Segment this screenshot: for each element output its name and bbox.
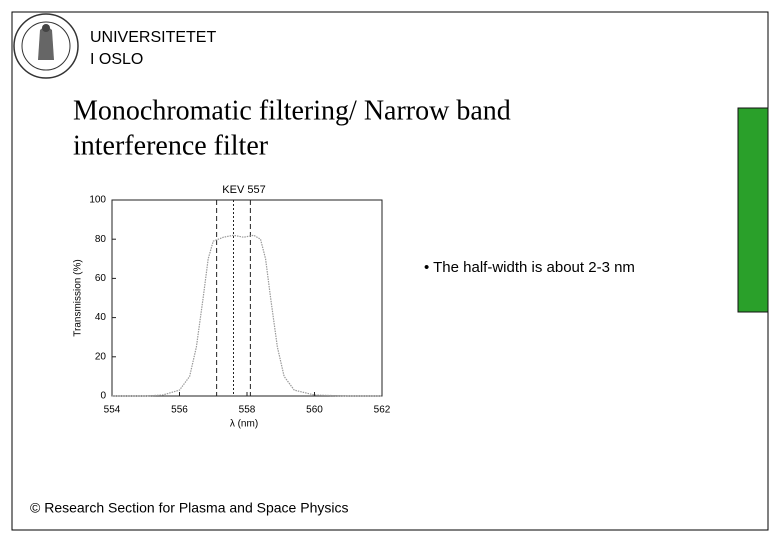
institution: I OSLO <box>90 51 143 68</box>
y-tick-label: 0 <box>100 391 106 402</box>
x-axis-label: λ (nm) <box>230 419 258 430</box>
data-line <box>112 234 382 397</box>
slide-title: Monochromatic filtering/ Narrow band <box>73 95 511 126</box>
institution: UNIVERSITETET <box>90 29 216 46</box>
y-axis-label: Transmission (%) <box>73 259 84 336</box>
accent-bar <box>737 107 769 313</box>
bullet: • The half-width is about 2-3 nm <box>424 259 635 276</box>
y-tick-label: 20 <box>95 351 107 362</box>
y-tick-label: 80 <box>95 234 107 245</box>
slide-border <box>11 11 769 531</box>
y-tick-label: 100 <box>89 195 106 206</box>
chart: KEV 557 λ (nm) Transmission (%) 0 20 40 60 8… <box>73 184 391 430</box>
y-tick-label: 40 <box>95 312 107 323</box>
slide-title: interference filter <box>73 130 269 161</box>
x-tick-label: 556 <box>171 405 188 416</box>
chart-title: KEV 557 <box>222 184 265 196</box>
footer: © Research Section for Plasma and Space … <box>30 500 348 516</box>
x-tick-label: 558 <box>239 405 256 416</box>
x-tick-label: 562 <box>374 405 391 416</box>
y-tick-label: 60 <box>95 273 107 284</box>
x-tick-label: 554 <box>104 405 121 416</box>
logo <box>13 13 79 79</box>
x-tick-label: 560 <box>306 405 323 416</box>
